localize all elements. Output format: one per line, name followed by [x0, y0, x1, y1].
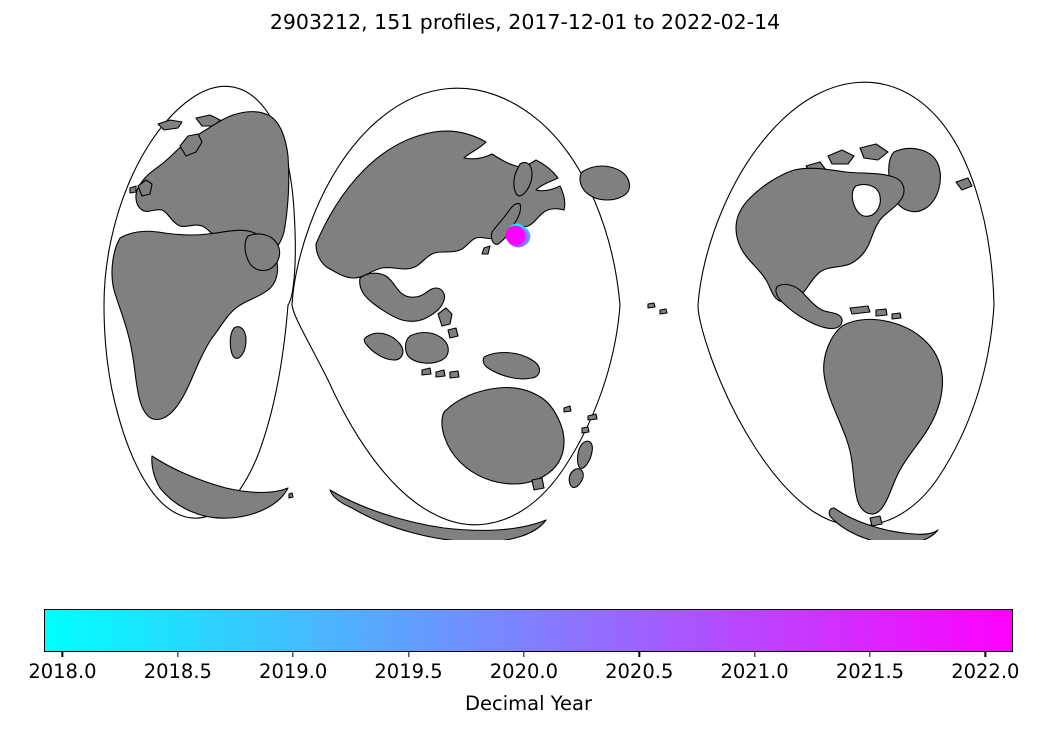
landmass-south-america: [823, 318, 944, 515]
colorbar-tick-label: 2020.5: [605, 660, 674, 683]
colorbar[interactable]: 2018.0 2018.5 2019.0 2019.5 2020.0 2020.5 2021…: [28, 609, 1019, 715]
colorbar-tick: [292, 652, 294, 657]
map-axes: [30, 60, 1020, 540]
landmass-japan: [481, 202, 522, 255]
landmass-india-indochina: [359, 272, 446, 322]
landmass-caribbean: [849, 305, 902, 320]
colorbar-tick-label: 2021.5: [835, 660, 905, 683]
landmass-antarctica-lobe2: [329, 489, 547, 540]
colorbar-tick: [638, 652, 640, 657]
landmass-arabia: [244, 233, 281, 272]
hudson-bay: [851, 183, 881, 217]
landmass-borneo-sumatra: [363, 331, 449, 364]
landmass-alaska-edge: [579, 165, 631, 201]
landmass-antarctica-lobe3: [828, 507, 939, 540]
profile-markers[interactable]: [505, 223, 531, 248]
landmass-africa: [111, 229, 279, 421]
landmass-australia: [441, 386, 565, 485]
landmass-tierra-del-fuego: [869, 515, 883, 527]
world-map: [103, 81, 995, 540]
map-lobe-europe-africa: [103, 85, 296, 519]
lobe-outline-americas: [697, 81, 995, 527]
colorbar-tick: [753, 652, 756, 657]
map-lobe-americas: [697, 81, 995, 540]
landmass-philippines: [437, 307, 459, 339]
landmass-pacific-islands: [563, 302, 668, 434]
landmass-madagascar: [229, 326, 247, 359]
colorbar-tick-label: 2019.5: [374, 660, 443, 683]
colorbar-tick-label: 2018.5: [143, 660, 212, 683]
colorbar-tick-label: 2018.0: [28, 660, 97, 683]
landmass-kamchatka: [513, 161, 533, 197]
landmass-scandinavia: [179, 133, 203, 157]
map-lobe-asia-pacific: [291, 87, 668, 540]
colorbar-tick-label: 2021.0: [720, 660, 789, 683]
landmass-lesser-sunda: [421, 367, 460, 379]
colorbar-tick: [984, 652, 986, 657]
landmass-mexico-central-america: [775, 283, 843, 330]
landmass-eurasia-east: [315, 130, 566, 279]
profile-marker[interactable]: [505, 225, 525, 245]
landmass-antarctica-lobe1: [151, 455, 289, 519]
colorbar-tick: [523, 652, 525, 657]
colorbar-axis-label: Decimal Year: [465, 692, 592, 715]
colorbar-tick-label: 2020.0: [489, 660, 558, 683]
landmass-britain: [129, 179, 153, 197]
landmass-new-zealand: [568, 440, 593, 489]
colorbar-tick: [61, 652, 64, 657]
landmass-island-atlantic: [288, 492, 294, 499]
colorbar-tick-label: 2019.0: [259, 660, 328, 683]
colorbar-gradient: [44, 609, 1013, 652]
page-title: 2903212, 151 profiles, 2017-12-01 to 202…: [269, 10, 781, 34]
landmass-tasmania: [531, 477, 545, 491]
landmass-new-guinea: [482, 351, 541, 380]
landmass-iceland: [955, 177, 973, 191]
colorbar-tick: [407, 652, 410, 657]
colorbar-tick: [177, 652, 179, 657]
colorbar-tick-label: 2022.0: [951, 660, 1020, 683]
colorbar-tick: [869, 652, 871, 657]
landmass-europe-russia: [135, 111, 290, 251]
